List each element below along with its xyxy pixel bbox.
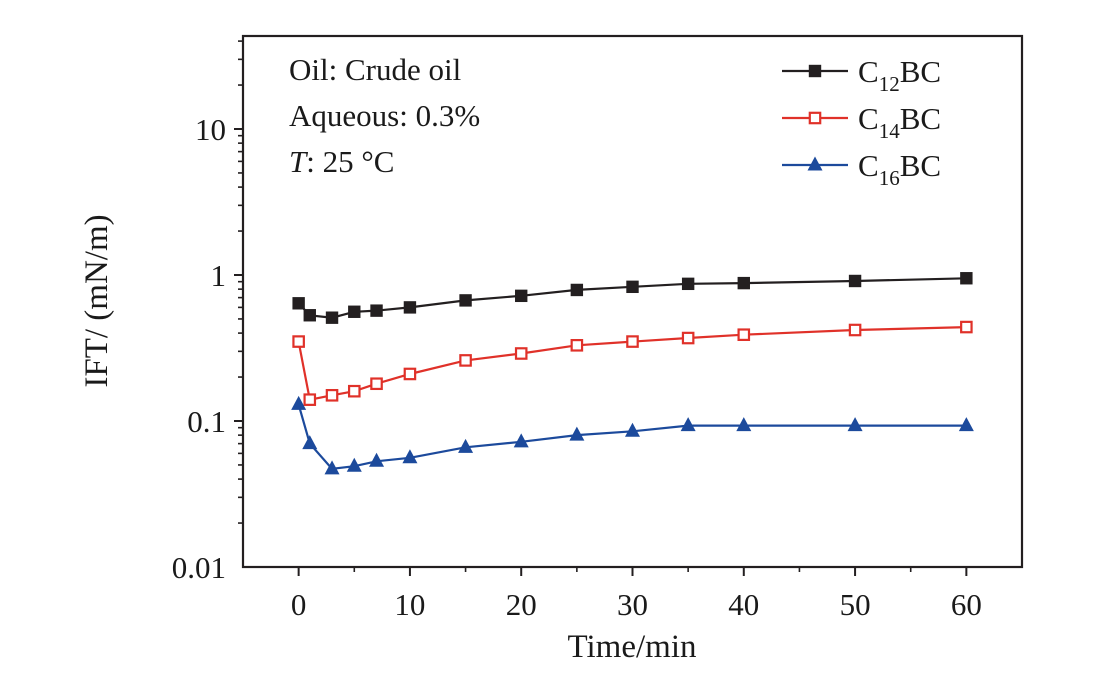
- data-point: [459, 294, 472, 307]
- data-point: [291, 395, 307, 410]
- y-tick-labels: 0.01 0.1 1 10: [172, 112, 226, 585]
- x-tick-label: 30: [617, 587, 648, 622]
- y-tick-label: 0.1: [187, 404, 226, 439]
- data-point: [848, 323, 862, 337]
- data-point: [370, 304, 383, 317]
- x-tick-labels: 0 10 20 30 40 50 60: [291, 587, 982, 622]
- data-point: [347, 384, 361, 398]
- data-point: [960, 320, 973, 334]
- minor-ticks: [238, 40, 912, 572]
- y-axis-title: IFT/ (mN/m): [79, 214, 115, 387]
- legend-marker: [808, 64, 822, 78]
- data-point: [303, 309, 316, 322]
- data-point: [847, 417, 863, 432]
- data-point: [626, 280, 639, 294]
- data-point: [848, 274, 862, 288]
- data-point: [370, 377, 383, 391]
- data-point: [626, 335, 639, 348]
- data-point: [346, 457, 362, 472]
- data-point: [303, 393, 317, 406]
- data-point: [302, 435, 318, 450]
- data-point: [736, 417, 752, 432]
- data-point: [625, 422, 640, 437]
- data-point: [960, 272, 973, 285]
- data-point: [325, 311, 339, 324]
- legend-marker: [808, 111, 822, 125]
- annotations: Oil: Crude oil Aqueous: 0.3% T: 25 °C: [289, 52, 480, 179]
- legend-label: C14BC: [858, 101, 941, 143]
- legend-marker: [807, 156, 823, 171]
- data-point: [325, 388, 339, 402]
- data-point: [513, 433, 529, 448]
- data-point: [403, 367, 417, 381]
- data-point: [737, 276, 750, 290]
- data-point: [459, 354, 472, 367]
- legend-item: C14BC: [782, 101, 941, 143]
- legend-item: C16BC: [782, 148, 941, 190]
- x-axis-title: Time/min: [568, 629, 697, 665]
- data-point: [458, 438, 474, 453]
- data-point: [402, 449, 418, 464]
- annotation-line: Aqueous: 0.3%: [289, 98, 480, 133]
- x-tick-label: 50: [840, 587, 871, 622]
- legend-label: C12BC: [858, 54, 941, 96]
- x-tick-label: 20: [506, 587, 537, 622]
- y-tick-label: 0.01: [172, 550, 226, 585]
- data-point: [680, 417, 696, 432]
- data-point: [681, 331, 695, 345]
- annotation-line: T: 25 °C: [289, 144, 394, 179]
- data-point: [570, 338, 584, 352]
- data-point: [403, 301, 417, 314]
- data-point: [292, 335, 305, 348]
- series-C14BC: [292, 320, 973, 406]
- data-point: [292, 297, 305, 310]
- x-tick-label: 0: [291, 587, 307, 622]
- x-tick-label: 60: [951, 587, 982, 622]
- data-point: [569, 426, 585, 441]
- major-ticks: [234, 128, 968, 576]
- data-point: [514, 347, 528, 360]
- legend: C12BC C14BC C16BC: [782, 54, 941, 190]
- data-point: [681, 277, 695, 291]
- data-point: [737, 328, 751, 342]
- x-tick-label: 10: [394, 587, 425, 622]
- y-tick-label: 10: [195, 112, 226, 147]
- x-tick-label: 40: [728, 587, 759, 622]
- data-point: [570, 283, 584, 297]
- data-point: [515, 289, 528, 303]
- data-point: [369, 452, 385, 467]
- data-point: [958, 417, 974, 432]
- annotation-line: Oil: Crude oil: [289, 52, 461, 87]
- data-point: [348, 305, 361, 318]
- data-point: [324, 460, 340, 475]
- series-C16BC: [291, 395, 974, 475]
- legend-label: C16BC: [858, 148, 941, 190]
- legend-item: C12BC: [782, 54, 941, 96]
- y-tick-label: 1: [211, 258, 227, 293]
- series-C12BC: [292, 272, 973, 324]
- series-layer: [291, 272, 974, 475]
